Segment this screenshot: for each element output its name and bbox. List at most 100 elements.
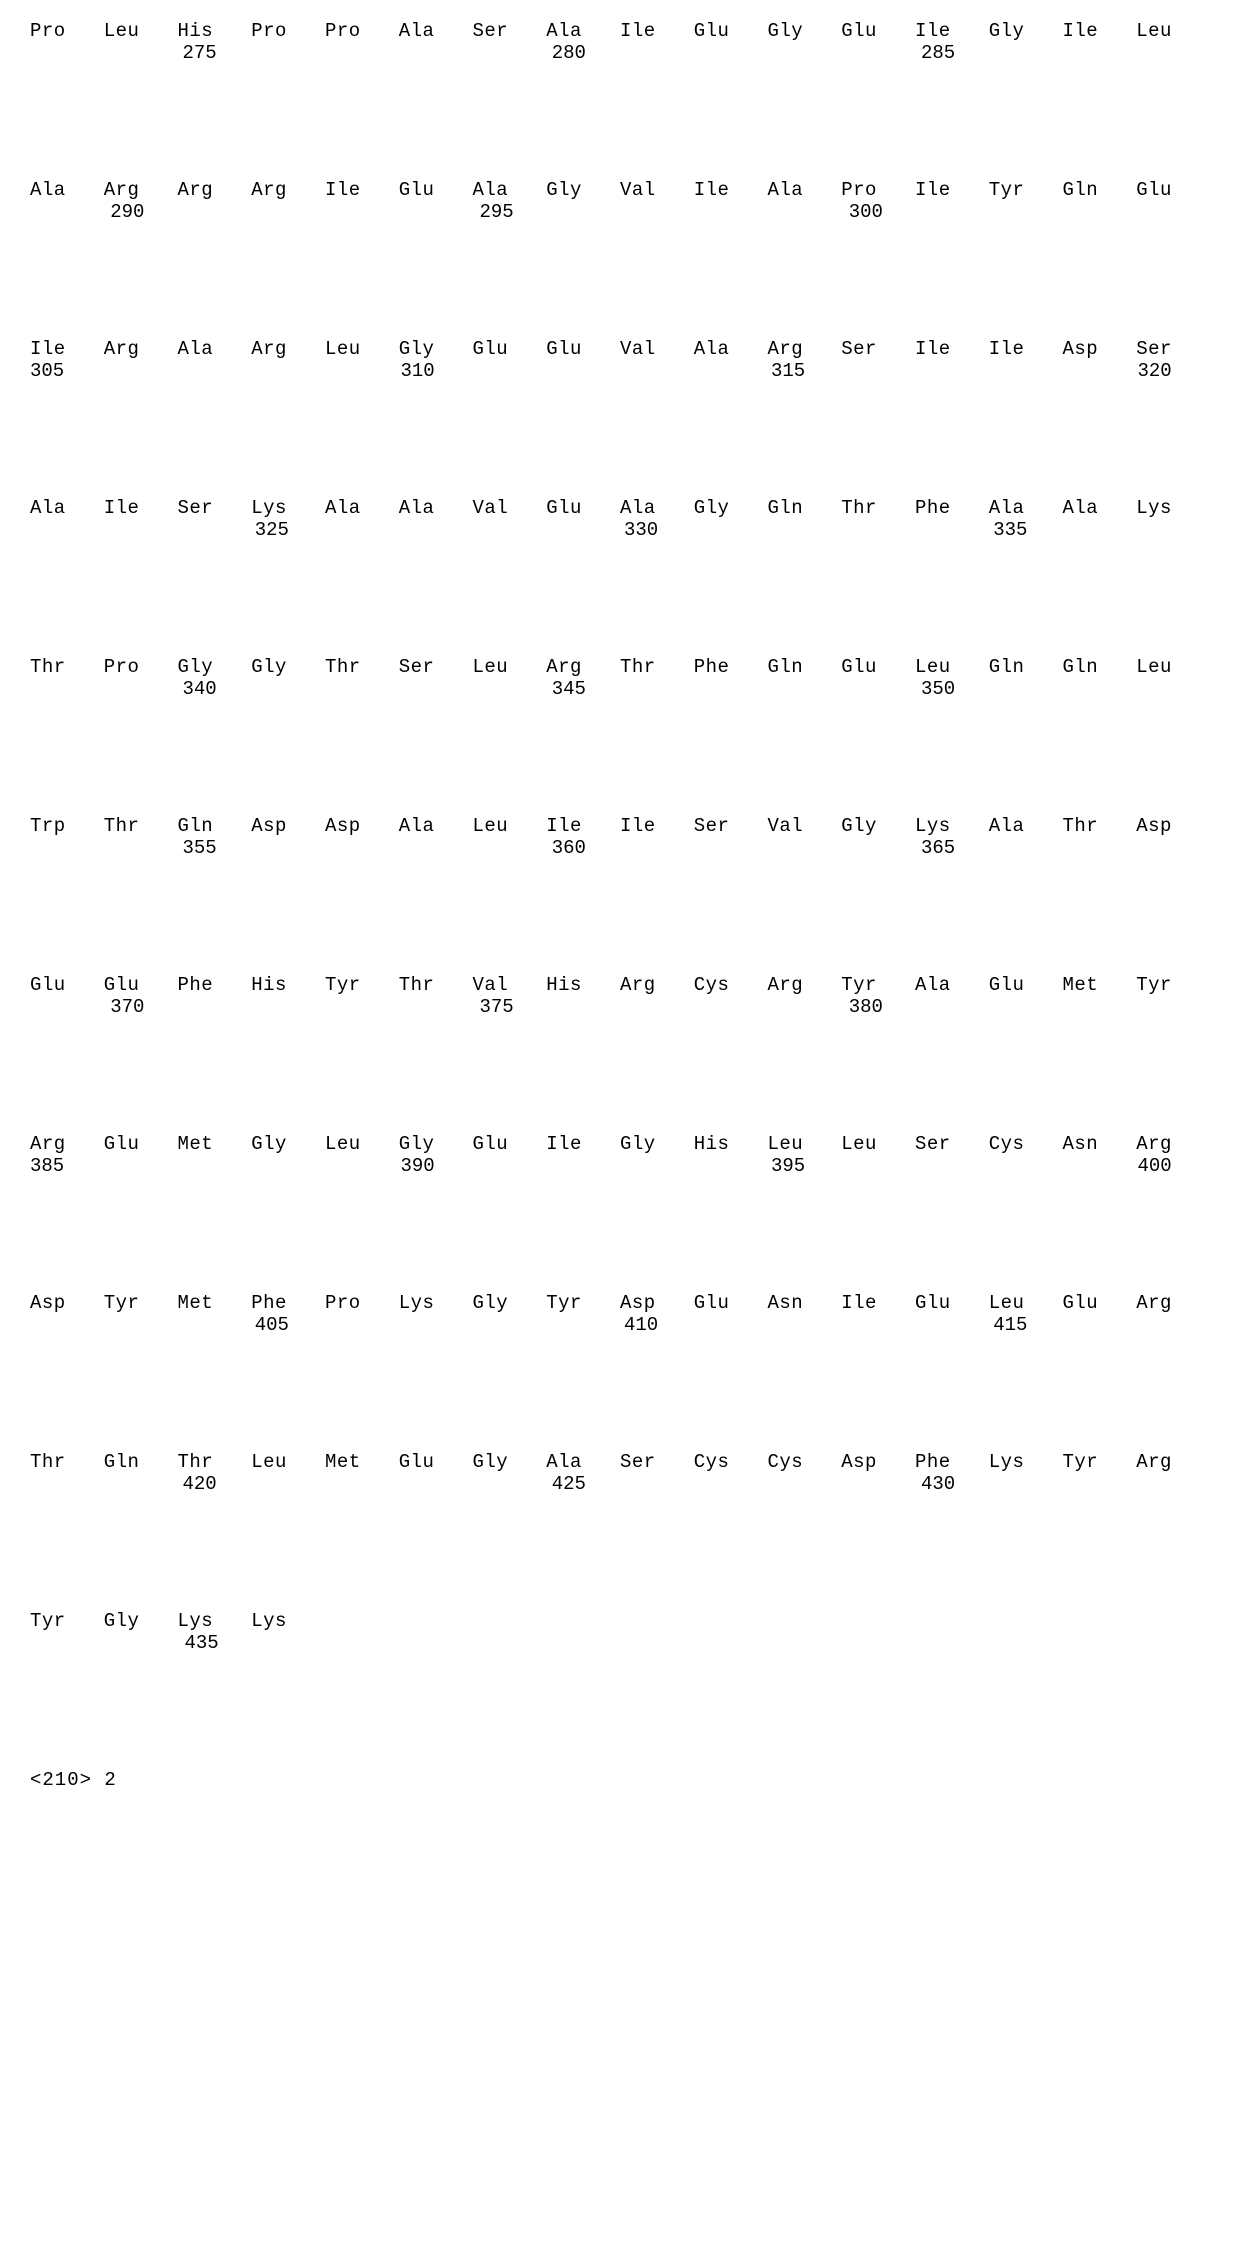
position-number bbox=[769, 1473, 841, 1495]
residue-cell: Gly bbox=[399, 338, 473, 360]
residue-cell: Gly bbox=[104, 1610, 178, 1632]
residue-cell: Gly bbox=[473, 1451, 547, 1473]
residue-cell: Tyr bbox=[546, 1292, 620, 1314]
position-number bbox=[921, 201, 993, 223]
residue-cell: Phe bbox=[251, 1292, 325, 1314]
position-number: 345 bbox=[544, 678, 624, 700]
residue-cell: Arg bbox=[30, 1133, 104, 1155]
position-number bbox=[30, 1473, 102, 1495]
position-number bbox=[989, 1155, 1062, 1177]
position-number bbox=[399, 678, 471, 700]
position-number bbox=[327, 996, 399, 1018]
sequence-block: ThrProGlyGlyThrSerLeuArgThrPheGlnGluLeuG… bbox=[30, 656, 1210, 700]
position-number bbox=[696, 837, 768, 859]
position-number bbox=[624, 837, 696, 859]
residue-cell: Arg bbox=[251, 179, 325, 201]
position-number bbox=[102, 1314, 174, 1336]
residue-cell: Glu bbox=[841, 656, 915, 678]
position-number bbox=[993, 1473, 1065, 1495]
position-number bbox=[30, 837, 102, 859]
position-number bbox=[1138, 1473, 1210, 1495]
residue-cell: Thr bbox=[30, 656, 104, 678]
position-number bbox=[30, 996, 102, 1018]
position-number bbox=[993, 996, 1065, 1018]
residue-cell: Leu bbox=[325, 1133, 399, 1155]
position-number bbox=[183, 996, 255, 1018]
residue-cell: Glu bbox=[473, 338, 547, 360]
residue-cell: Met bbox=[325, 1451, 399, 1473]
position-number: 365 bbox=[913, 837, 993, 859]
position-number bbox=[175, 360, 248, 382]
sequence-block: AlaIleSerLysAlaAlaValGluAlaGlyGlnThrPheA… bbox=[30, 497, 1210, 541]
residue-cell: Gln bbox=[989, 656, 1063, 678]
residue-cell: Ser bbox=[1136, 338, 1210, 360]
residue-cell: Lys bbox=[915, 815, 989, 837]
position-number bbox=[327, 678, 399, 700]
residue-cell: Val bbox=[620, 179, 694, 201]
residue-cell: Ser bbox=[399, 656, 473, 678]
position-number bbox=[175, 519, 247, 541]
position-number bbox=[696, 201, 768, 223]
position-number: 325 bbox=[247, 519, 327, 541]
position-number bbox=[990, 1632, 1063, 1654]
position-number bbox=[102, 1473, 174, 1495]
position-number: 375 bbox=[472, 996, 552, 1018]
position-number: 395 bbox=[763, 1155, 844, 1177]
position-number bbox=[696, 1314, 768, 1336]
residue-cell: Ala bbox=[915, 974, 989, 996]
residue-cell: Ala bbox=[620, 497, 694, 519]
residue-cell: Tyr bbox=[1063, 1451, 1137, 1473]
residue-cell: Glu bbox=[473, 1133, 547, 1155]
residue-cell: Asp bbox=[30, 1292, 104, 1314]
residue-cell: Cys bbox=[694, 1451, 768, 1473]
residue-cell: Arg bbox=[620, 974, 694, 996]
position-number bbox=[844, 1632, 917, 1654]
residue-cell: Gly bbox=[251, 1133, 325, 1155]
position-number: 275 bbox=[175, 42, 255, 64]
residue-cell: Ile bbox=[915, 20, 989, 42]
residue-cell: Arg bbox=[104, 338, 178, 360]
sequence-listing: ProLeuHisProProAlaSerAlaIleGluGlyGluIleG… bbox=[30, 20, 1210, 1654]
position-number: 310 bbox=[393, 360, 474, 382]
position-number bbox=[103, 1155, 176, 1177]
number-row: 305310315320 bbox=[30, 360, 1210, 382]
position-number: 390 bbox=[393, 1155, 474, 1177]
position-number bbox=[30, 1314, 102, 1336]
position-number bbox=[841, 519, 913, 541]
position-number bbox=[844, 1155, 917, 1177]
position-number: 305 bbox=[30, 360, 103, 382]
residue-cell bbox=[325, 1610, 399, 1632]
position-number bbox=[913, 519, 985, 541]
position-number bbox=[399, 519, 471, 541]
position-number: 410 bbox=[616, 1314, 696, 1336]
position-number: 420 bbox=[175, 1473, 255, 1495]
position-number bbox=[399, 1473, 471, 1495]
residue-cell: Gln bbox=[768, 656, 842, 678]
residue-cell: Tyr bbox=[325, 974, 399, 996]
residue-cell: Glu bbox=[546, 497, 620, 519]
residue-cell: Ile bbox=[841, 1292, 915, 1314]
residue-cell: Gly bbox=[768, 20, 842, 42]
position-number bbox=[769, 42, 841, 64]
residue-cell: Leu bbox=[1136, 20, 1210, 42]
position-number: 315 bbox=[763, 360, 844, 382]
residue-cell: Lys bbox=[1136, 497, 1210, 519]
residue-cell: Glu bbox=[399, 1451, 473, 1473]
residue-row: AlaArgArgArgIleGluAlaGlyValIleAlaProIleT… bbox=[30, 179, 1210, 201]
residue-cell: Phe bbox=[915, 497, 989, 519]
position-number bbox=[1138, 519, 1210, 541]
position-number bbox=[1066, 837, 1138, 859]
position-number bbox=[327, 1314, 399, 1336]
position-number bbox=[1066, 42, 1138, 64]
position-number bbox=[102, 837, 174, 859]
position-number bbox=[327, 201, 399, 223]
residue-cell: Met bbox=[178, 1133, 252, 1155]
residue-cell: Tyr bbox=[30, 1610, 104, 1632]
position-number bbox=[769, 1314, 841, 1336]
residue-cell: Gln bbox=[768, 497, 842, 519]
position-number bbox=[255, 201, 327, 223]
residue-cell: Leu bbox=[915, 656, 989, 678]
position-number bbox=[989, 360, 1062, 382]
position-number bbox=[248, 360, 321, 382]
residue-cell: Thr bbox=[620, 656, 694, 678]
